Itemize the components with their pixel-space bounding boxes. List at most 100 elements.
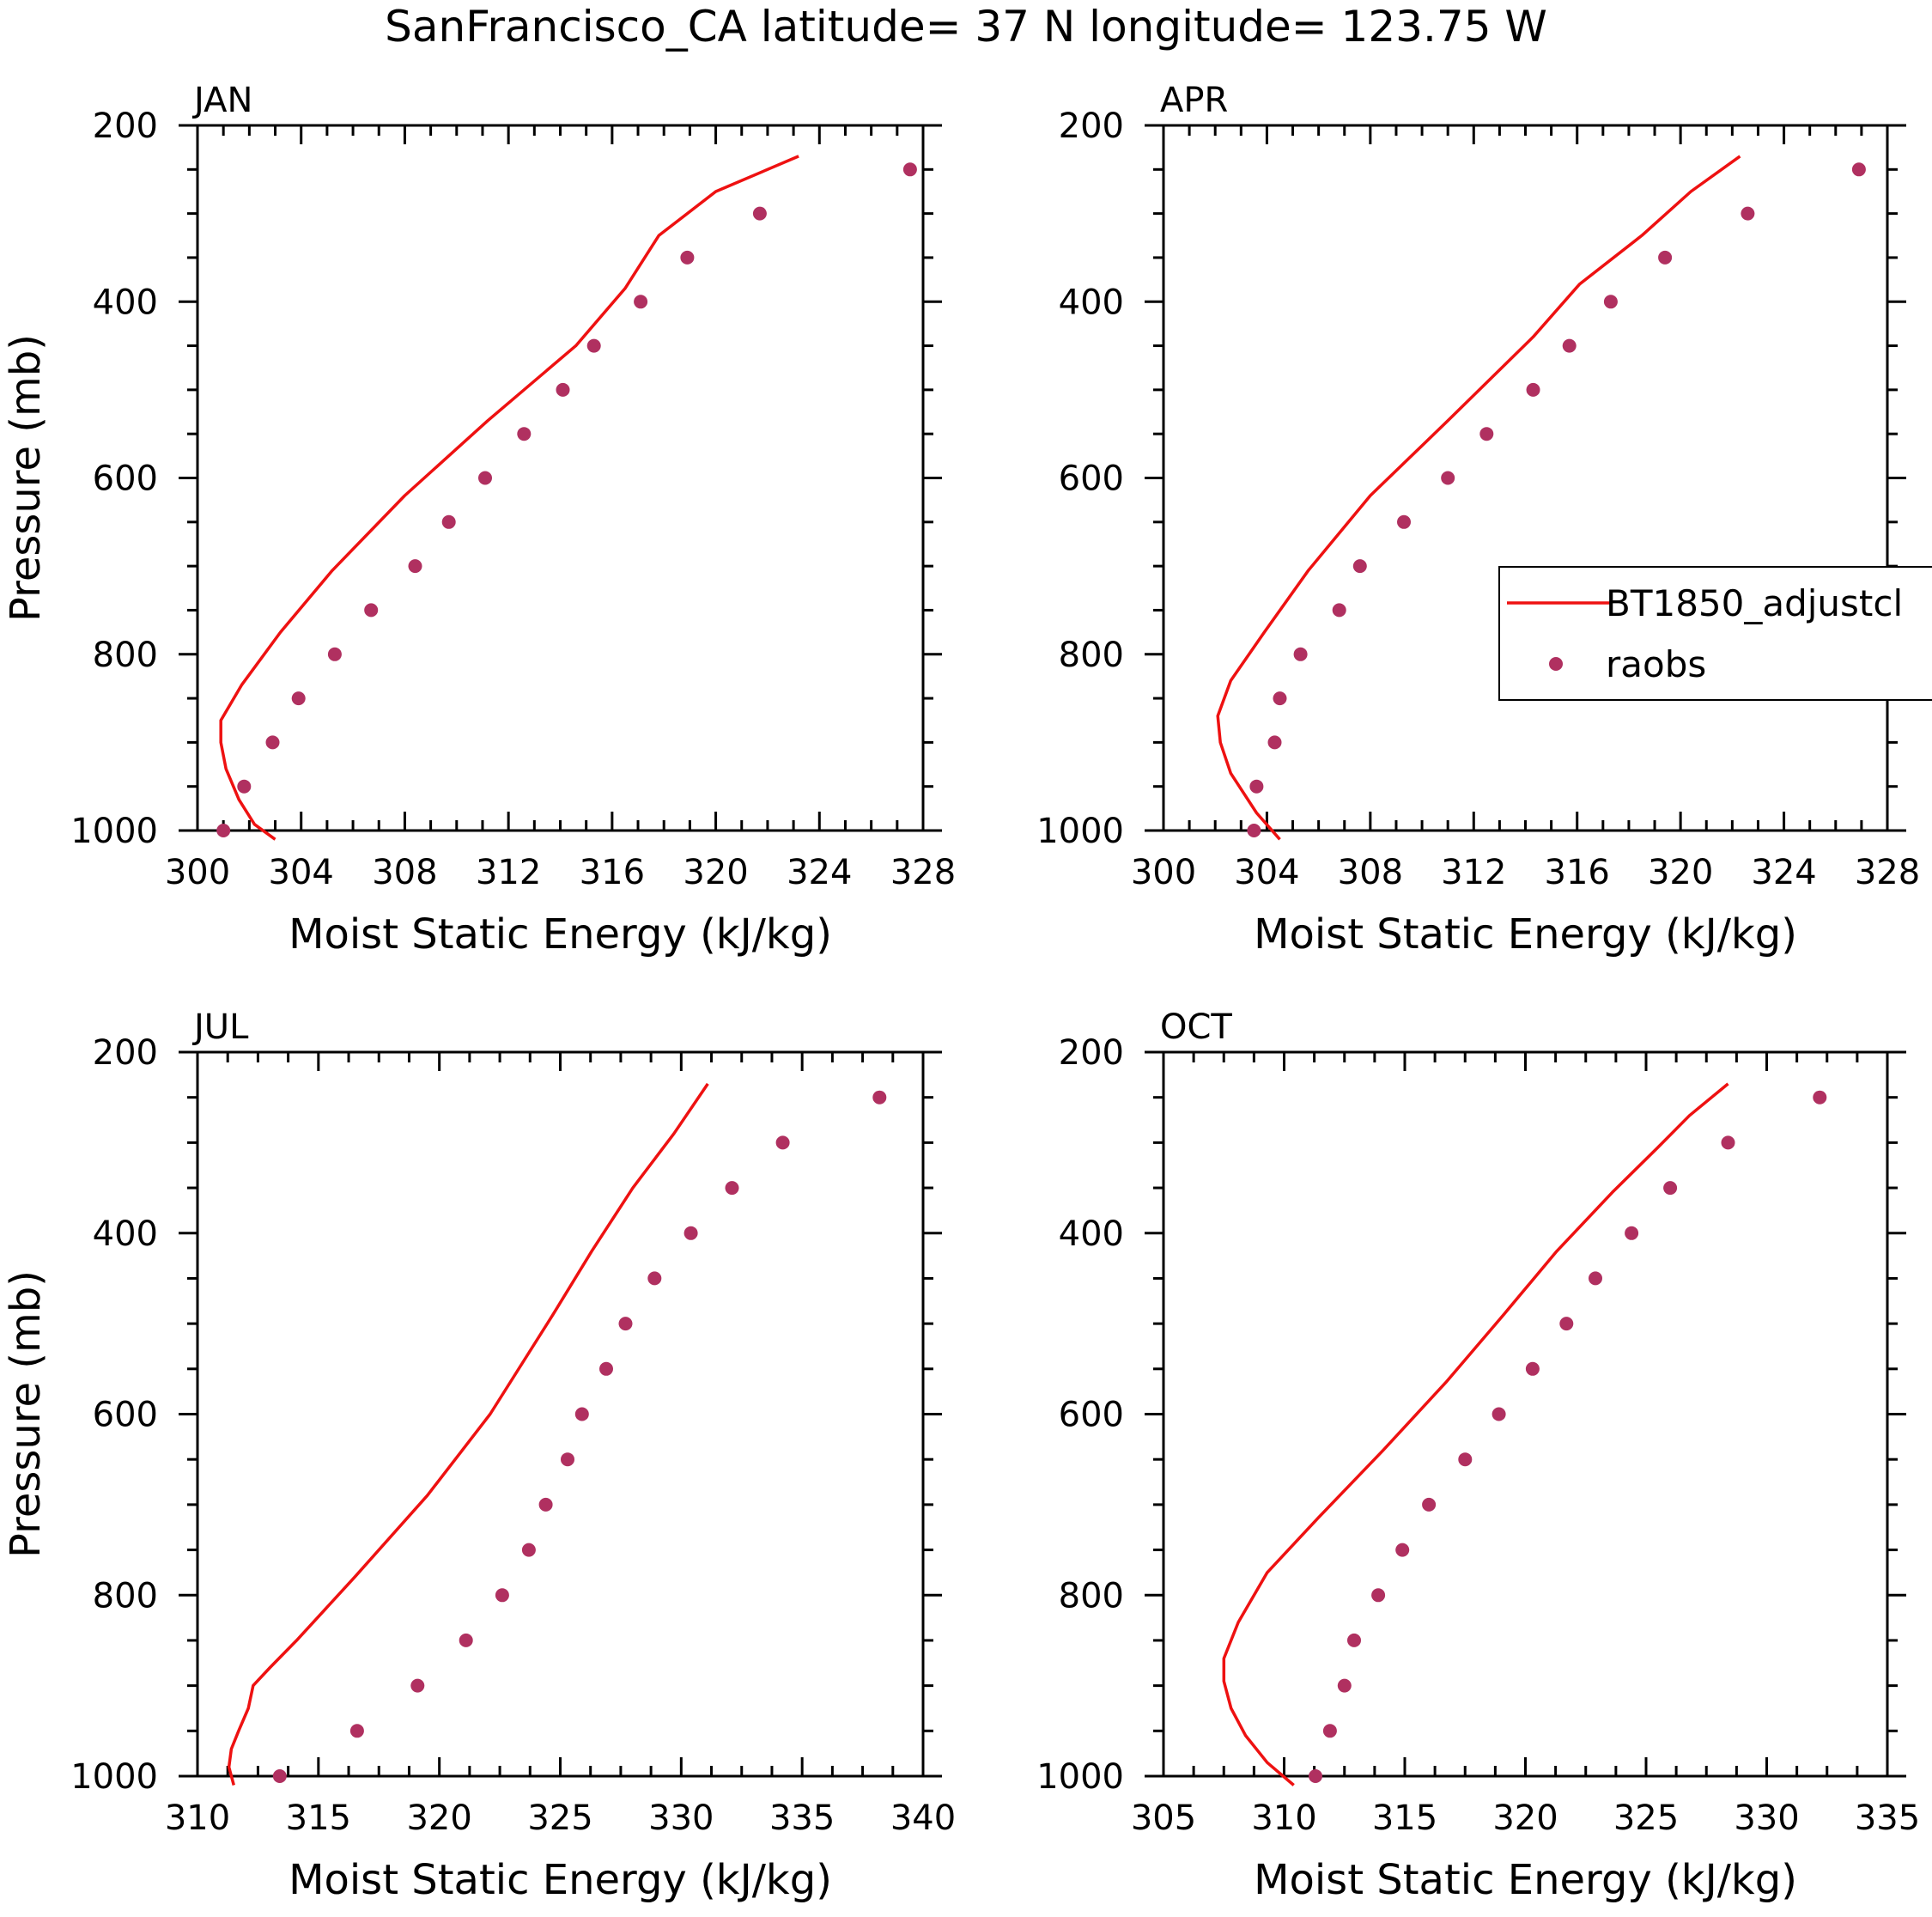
x-tick-label: 308	[372, 853, 437, 892]
raobs-point	[574, 1407, 589, 1421]
plot-frame-apr	[1162, 124, 1889, 832]
chart-panels: 300 304 308 312 316 320 324 328 200 400 600 800 1000…	[2, 81, 1920, 1904]
model-line-oct	[1222, 1082, 1729, 1786]
raobs-point	[517, 427, 532, 441]
raobs-point	[1397, 514, 1411, 529]
raobs-point	[872, 1090, 887, 1105]
panel-label: OCT	[1160, 1007, 1232, 1047]
raobs-point	[1337, 1678, 1352, 1693]
y-tick-label: 200	[1059, 1033, 1124, 1073]
raobs-point	[495, 1588, 509, 1603]
raobs-point	[349, 1724, 364, 1738]
raobs-point	[1851, 162, 1866, 177]
raobs-point	[1589, 1271, 1602, 1286]
y-tick-label: 1000	[70, 812, 158, 851]
x-tick-label: 312	[1441, 853, 1506, 892]
raobs-point	[1603, 295, 1618, 309]
raobs-point	[561, 1452, 574, 1467]
raobs-point	[683, 1226, 698, 1240]
raobs-point	[1309, 1769, 1322, 1783]
x-tick-label: 320	[1492, 1798, 1558, 1838]
raobs-point	[410, 1678, 425, 1693]
raobs-point	[265, 735, 280, 750]
legend: BT1850_adjustcl raobs	[1498, 566, 1932, 701]
raobs-point	[1247, 824, 1261, 837]
x-tick-label: 315	[286, 1798, 351, 1838]
x-tick-label: 320	[406, 1798, 471, 1838]
y-tick-label: 200	[1059, 106, 1124, 146]
x-tick-label: 320	[1648, 853, 1713, 892]
x-tick-label: 328	[890, 853, 956, 892]
y-tick-label: 400	[1059, 283, 1124, 322]
raobs-point	[1526, 382, 1540, 397]
x-tick-label: 328	[1855, 853, 1920, 892]
x-tick-label: 324	[1751, 853, 1816, 892]
raobs-point	[364, 603, 379, 618]
x-tick-label: 305	[1131, 1798, 1196, 1838]
x-tick-label: 312	[476, 853, 541, 892]
y-tick-label: 800	[1059, 636, 1124, 675]
raobs-point	[618, 1317, 633, 1331]
figure-title: SanFrancisco_CA latitude= 37 N longitude…	[385, 2, 1547, 52]
raobs-point	[521, 1543, 536, 1557]
raobs-point	[327, 647, 342, 661]
y-tick-label: 1000	[1036, 1757, 1124, 1797]
legend-model-label: BT1850_adjustcl	[1606, 582, 1903, 624]
raobs-point	[752, 206, 767, 221]
raobs-point	[1422, 1497, 1437, 1512]
raobs-point	[441, 514, 456, 529]
plot-frame-jul	[196, 1050, 925, 1778]
x-tick-label: 315	[1372, 1798, 1437, 1838]
raobs-point	[459, 1633, 473, 1647]
raobs-point	[1267, 735, 1282, 750]
y-tick-label: 200	[93, 106, 158, 146]
x-tick-label: 335	[769, 1798, 835, 1838]
legend-obs-swatch	[1549, 657, 1563, 671]
y-tick-label: 600	[1059, 459, 1124, 499]
model-line-apr	[1216, 155, 1741, 841]
raobs-point	[478, 471, 492, 485]
raobs-point	[1371, 1588, 1386, 1603]
x-tick-label: 310	[165, 1798, 230, 1838]
raobs-point	[680, 250, 695, 265]
x-tick-label: 325	[1613, 1798, 1679, 1838]
raobs-point	[1395, 1543, 1410, 1557]
x-tick-label: 320	[683, 853, 748, 892]
raobs-point	[775, 1135, 790, 1150]
y-tick-label: 400	[1059, 1214, 1124, 1254]
raobs-point	[647, 1271, 662, 1286]
x-axis-label: Moist Static Energy (kJ/kg)	[1254, 910, 1797, 958]
y-tick-label: 600	[1059, 1396, 1124, 1435]
raobs-point	[1741, 206, 1755, 221]
y-tick-label: 600	[93, 1396, 158, 1435]
raobs-point	[1332, 603, 1346, 618]
y-axis-label: Pressure (mb)	[2, 1270, 50, 1558]
x-axis-label: Moist Static Energy (kJ/kg)	[1254, 1856, 1797, 1904]
raobs-point	[1441, 471, 1455, 485]
raobs-point	[902, 162, 917, 177]
y-tick-label: 400	[93, 1214, 158, 1254]
panel-label: JAN	[191, 81, 252, 120]
y-tick-label: 800	[1059, 1576, 1124, 1616]
y-tick-label: 1000	[70, 1757, 158, 1797]
panel-apr: 300 304 308 312 316 320 324 328 200 400 600 800 1000…	[1036, 81, 1920, 958]
raobs-point	[1479, 427, 1494, 441]
raobs-point	[1322, 1724, 1337, 1738]
y-tick-label: 800	[93, 636, 158, 675]
x-tick-label: 335	[1855, 1798, 1920, 1838]
raobs-point	[634, 295, 648, 309]
raobs-point	[1273, 691, 1287, 706]
raobs-point	[538, 1497, 553, 1512]
raobs-point	[1625, 1226, 1639, 1240]
x-tick-label: 310	[1251, 1798, 1316, 1838]
panel-jul: 310 315 320 325 330 335 340 200 400 600 800 1000 Moi…	[2, 1007, 956, 1904]
x-tick-label: 300	[165, 853, 230, 892]
raobs-point	[599, 1361, 613, 1376]
x-tick-label: 330	[648, 1798, 714, 1838]
raobs-point	[1492, 1407, 1506, 1421]
x-axis-label: Moist Static Energy (kJ/kg)	[289, 1856, 832, 1904]
x-tick-label: 304	[1234, 853, 1299, 892]
raobs-point	[216, 824, 231, 837]
y-axis-label: Pressure (mb)	[2, 334, 50, 622]
panel-label: JUL	[191, 1007, 249, 1047]
